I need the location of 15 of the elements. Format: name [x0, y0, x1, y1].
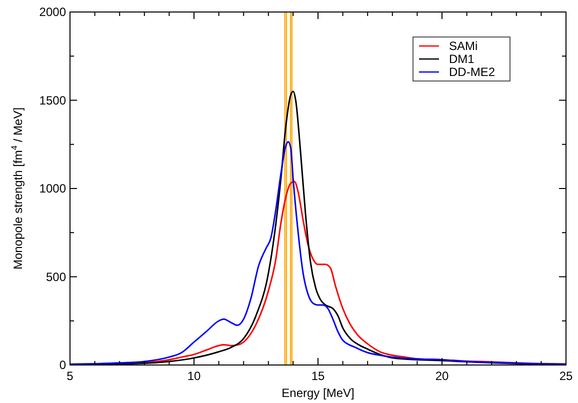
y-tick-label: 2000 [39, 5, 66, 19]
x-tick-label: 5 [66, 369, 74, 383]
x-tick-label: 20 [435, 369, 449, 383]
y-tick-label: 0 [59, 358, 66, 372]
x-axis-title: Energy [MeV] [282, 386, 354, 400]
x-tick-label: 15 [311, 369, 325, 383]
x-tick-label: 25 [559, 369, 573, 383]
line-series [70, 140, 566, 365]
legend-label: SAMi [449, 39, 478, 53]
y-tick-label: 1000 [39, 182, 66, 196]
y-tick-label: 500 [46, 270, 66, 284]
legend-label: DM1 [449, 52, 475, 66]
legend-label: DD-ME2 [449, 65, 496, 79]
y-tick-label: 1500 [39, 93, 66, 108]
x-tick-label: 10 [187, 369, 201, 383]
